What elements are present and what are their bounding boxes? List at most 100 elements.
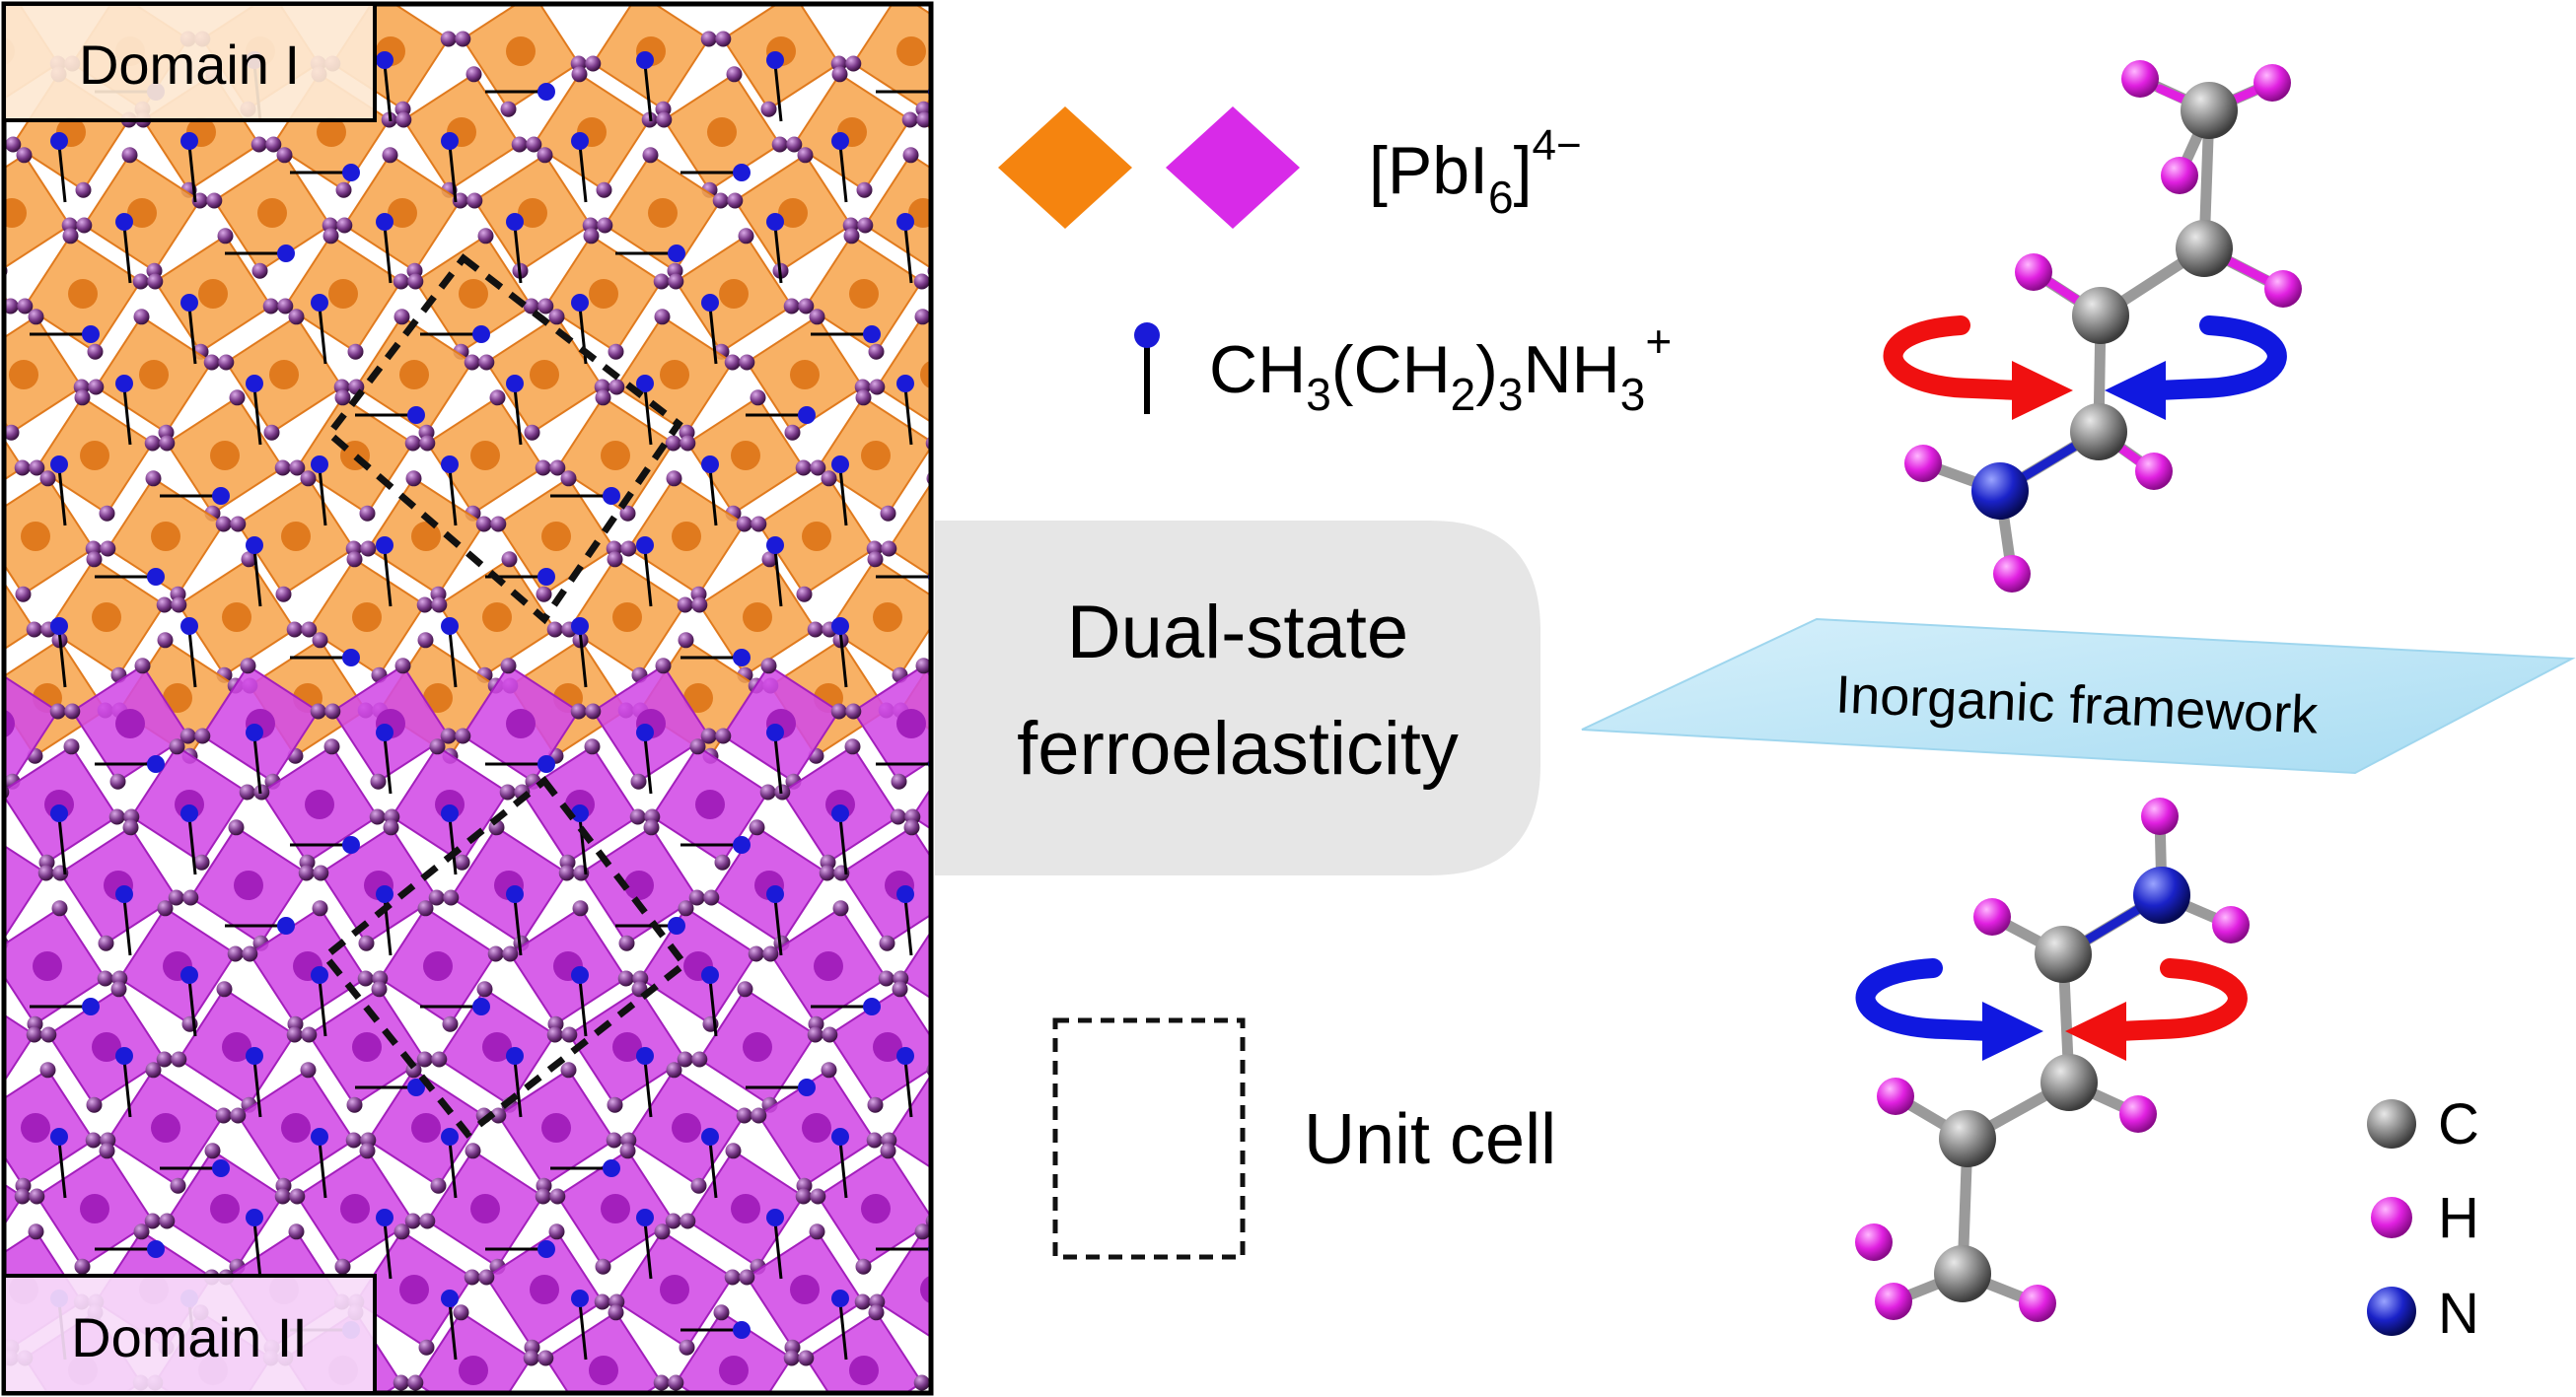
- domain-2-lead-atom: [1050, 1275, 1080, 1304]
- domain-2-cation-head: [506, 1047, 524, 1065]
- rotation-arrow-red-bottom: [2109, 958, 2248, 1041]
- domain-1-cation-chain: [318, 467, 327, 526]
- atom-key-n: N: [2367, 1282, 2479, 1346]
- domain-2-iodide-atom: [1057, 1178, 1073, 1194]
- unit-cell-domain-2: [321, 776, 689, 1139]
- domain-1-iodide-atom: [490, 516, 507, 532]
- domain-2-lead-atom: [399, 1275, 429, 1304]
- domain-1-iodide-atom: [962, 32, 977, 47]
- molecule-bottom-h-atom: [2212, 906, 2250, 943]
- domain-1-iodide-atom: [546, 621, 563, 638]
- domain-1-iodide-atom: [88, 379, 105, 395]
- domain-2-lead-atom: [340, 1194, 370, 1223]
- domain-1-iodide-atom: [1070, 460, 1086, 476]
- domain-1-iodide-atom: [431, 596, 448, 613]
- domain-2-iodide-atom: [371, 981, 388, 998]
- domain-1-cation-chain: [187, 629, 197, 688]
- domain-2-iodide-atom: [821, 1062, 837, 1079]
- domain-1-lead-atom: [849, 279, 879, 309]
- domain-2-iodide-atom: [974, 1304, 990, 1320]
- domain-2-iodide-atom: [703, 889, 720, 906]
- domain-1-iodide-atom: [312, 632, 328, 649]
- domain-2-cation-head: [537, 755, 555, 773]
- domain-1-cation-chain: [57, 467, 67, 526]
- molecule-top-h-atom: [2121, 60, 2159, 98]
- carbon-atom-icon: [2367, 1099, 2416, 1149]
- domain-2-iodide-atom: [880, 1143, 896, 1159]
- molecule-top-c-atom: [2181, 82, 2238, 139]
- domain-1-octahedron: [983, 0, 1099, 109]
- domain-1-iodide-atom: [750, 389, 766, 406]
- domain-1-lead-atom: [328, 279, 358, 309]
- domain-2-iodide-atom: [312, 900, 328, 917]
- domain-1-iodide-atom: [1046, 0, 1062, 1]
- domain-1-iodide-atom: [1022, 102, 1038, 117]
- domain-1-iodide-atom: [727, 192, 744, 209]
- domain-1-cation-head: [537, 568, 555, 586]
- domain-1-cation-head: [407, 406, 425, 424]
- domain-1-lead-atom: [163, 683, 192, 713]
- domain-2-iodide-atom: [915, 658, 931, 674]
- atom-key: C H N: [2367, 1092, 2479, 1346]
- domain-1-cation-chain: [448, 629, 458, 688]
- domain-2-iodide-atom: [572, 900, 589, 917]
- domain-2-iodide-atom: [749, 819, 765, 836]
- domain-2-lead-atom: [802, 1113, 831, 1143]
- domain-1-iodide-atom: [974, 344, 990, 360]
- domain-2-cation-head: [863, 998, 881, 1015]
- domain-1-iodide-atom: [680, 435, 696, 452]
- domain-1-lead-atom: [589, 279, 618, 309]
- domain-2-cation-head: [733, 836, 751, 854]
- domain-1-iodide-atom: [523, 298, 539, 314]
- domain-2-iodide-atom: [665, 1213, 681, 1229]
- molecule-top-c-atom: [2072, 287, 2129, 344]
- domain-2-iodide-atom: [40, 1026, 57, 1043]
- domain-1-lead-atom: [470, 441, 500, 470]
- domain-1-iodide-atom: [999, 228, 1015, 244]
- domain-2-cation-chain: [838, 1140, 848, 1199]
- domain-2-iodide-atom: [677, 1051, 693, 1068]
- domain-1-iodide-atom: [700, 31, 717, 47]
- domain-2-cation-head: [798, 1079, 816, 1096]
- rotation-arrow-blue-top: [2148, 315, 2287, 400]
- domain-1-label-box: Domain I: [2, 2, 377, 122]
- domain-1-iodide-atom: [322, 228, 339, 244]
- domain-1-iodide-atom: [275, 586, 292, 602]
- domain-2-cation-chain: [448, 1301, 458, 1361]
- domain-1-iodide-atom: [250, 136, 267, 153]
- domain-2-cation-head: [147, 1240, 165, 1258]
- domain-1-iodide-atom: [277, 298, 294, 314]
- molecule-bottom-h-atom: [1877, 1078, 1914, 1115]
- domain-1-lead-atom: [257, 198, 287, 228]
- domain-1-cation-chain: [448, 467, 458, 526]
- domain-2-iodide-atom: [358, 935, 375, 951]
- domain-2-iodide-atom: [1068, 1027, 1084, 1043]
- domain-1-lead-atom: [1121, 441, 1151, 470]
- domain-1-lead-atom: [802, 522, 831, 551]
- domain-1-iodide-atom: [300, 470, 317, 487]
- domain-1-cation-head: [798, 406, 816, 424]
- domain-2-cation-chain: [903, 1059, 913, 1118]
- domain-1-lead-atom: [388, 198, 417, 228]
- domain-1-lead-atom: [399, 360, 429, 389]
- domain-2-iodide-atom: [678, 900, 694, 917]
- domain-1-cation-head: [115, 213, 133, 231]
- domain-2-iodide-atom: [807, 1026, 823, 1043]
- domain-1-iodide-atom: [631, 0, 647, 1]
- domain-1-cation-chain: [838, 467, 848, 526]
- domain-2-cation-head: [766, 885, 784, 903]
- domain-1-lead-atom: [979, 279, 1009, 309]
- domain-1-iodide-atom: [524, 424, 540, 441]
- callout-background: [935, 521, 1540, 875]
- domain-2-iodide-atom: [1127, 1133, 1143, 1149]
- domain-2-iodide-atom: [713, 1304, 730, 1321]
- domain-2-iodide-atom: [1023, 946, 1038, 962]
- domain-2-cation-head: [636, 1047, 654, 1065]
- domain-1-iodide-atom: [597, 217, 613, 234]
- domain-2-cation-head: [212, 1159, 230, 1177]
- domain-2-iodide-atom: [64, 703, 81, 720]
- domain-2-cation-chain: [252, 1059, 262, 1118]
- domain-1-iodide-atom: [831, 66, 848, 83]
- domain-1-cation-head: [342, 164, 360, 181]
- domain-2-cation-chain: [448, 816, 458, 875]
